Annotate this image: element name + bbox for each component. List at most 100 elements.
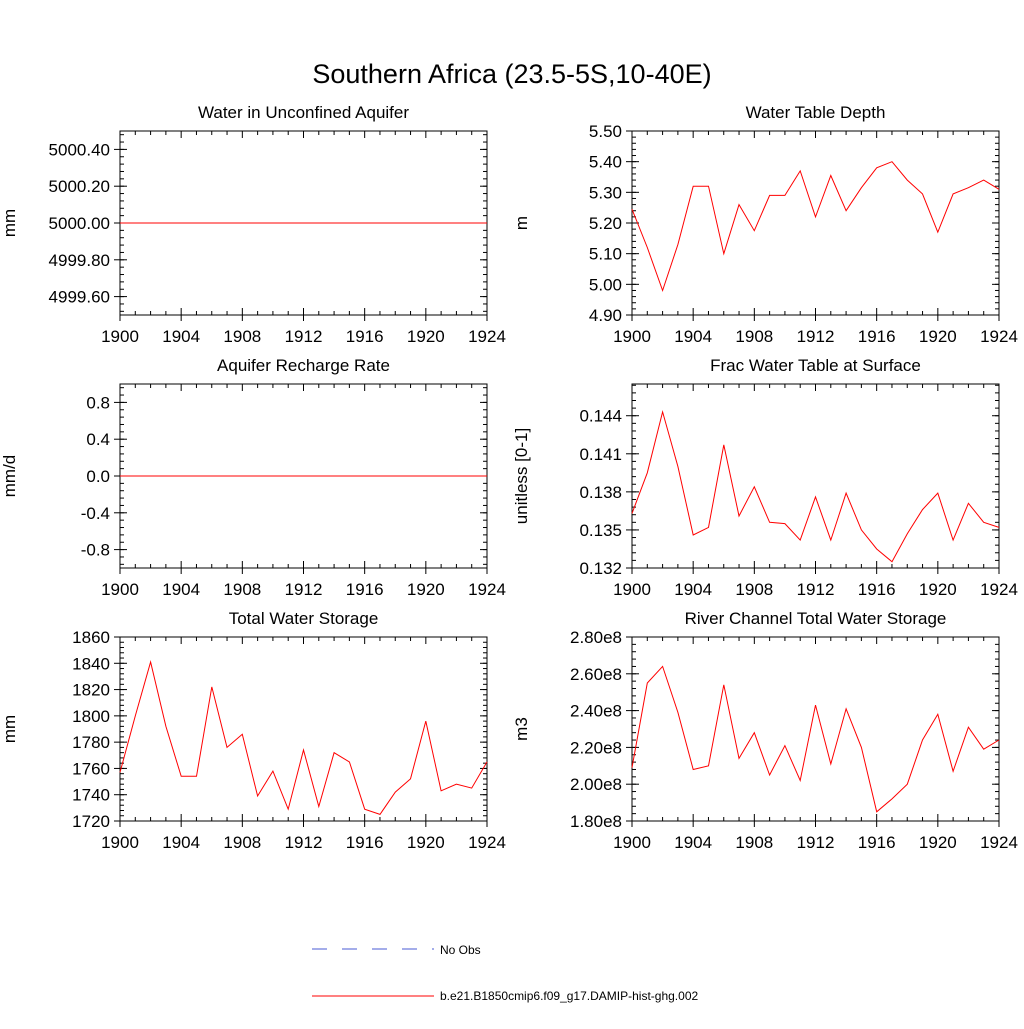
legend-label-no-obs: No Obs xyxy=(440,943,481,957)
x-tick-label: 1916 xyxy=(858,327,896,346)
y-tick-label: 2.20e8 xyxy=(570,738,622,757)
x-tick-label: 1924 xyxy=(468,580,506,599)
y-tick-label: 0.141 xyxy=(579,445,622,464)
panel-title: Water in Unconfined Aquifer xyxy=(198,103,409,122)
x-tick-label: 1900 xyxy=(101,833,139,852)
x-tick-label: 1920 xyxy=(919,580,957,599)
x-tick-label: 1916 xyxy=(858,580,896,599)
y-tick-label: 5000.00 xyxy=(49,214,110,233)
y-tick-label: 2.80e8 xyxy=(570,628,622,647)
x-tick-label: 1924 xyxy=(468,327,506,346)
y-tick-label: 5.40 xyxy=(589,153,622,172)
legend: No Obs b.e21.B1850cmip6.f09_g17.DAMIP-hi… xyxy=(312,943,698,1003)
y-tick-label: 5.10 xyxy=(589,245,622,264)
y-axis-label: m xyxy=(512,216,531,230)
x-tick-label: 1908 xyxy=(735,580,773,599)
y-tick-label: 5000.20 xyxy=(49,177,110,196)
x-tick-label: 1912 xyxy=(797,580,835,599)
y-tick-label: 5.50 xyxy=(589,122,622,141)
y-tick-label: 5.20 xyxy=(589,214,622,233)
x-tick-label: 1900 xyxy=(101,327,139,346)
y-tick-label: 4999.80 xyxy=(49,251,110,270)
y-tick-label: 2.00e8 xyxy=(570,775,622,794)
panel-title: Total Water Storage xyxy=(229,609,379,628)
y-tick-label: 2.40e8 xyxy=(570,702,622,721)
panel-title: Frac Water Table at Surface xyxy=(710,356,921,375)
y-tick-label: 5.00 xyxy=(589,275,622,294)
x-tick-label: 1912 xyxy=(797,327,835,346)
x-tick-label: 1908 xyxy=(223,327,261,346)
y-tick-label: 4999.60 xyxy=(49,288,110,307)
y-tick-label: 1820 xyxy=(72,681,110,700)
x-tick-label: 1908 xyxy=(735,833,773,852)
x-tick-label: 1916 xyxy=(346,327,384,346)
x-tick-label: 1908 xyxy=(735,327,773,346)
x-tick-label: 1912 xyxy=(797,833,835,852)
x-tick-label: 1904 xyxy=(162,580,200,599)
x-tick-label: 1904 xyxy=(162,833,200,852)
x-tick-label: 1900 xyxy=(613,580,651,599)
y-tick-label: 5000.40 xyxy=(49,140,110,159)
plot-frame xyxy=(119,636,488,822)
y-tick-label: -0.8 xyxy=(81,541,110,560)
x-tick-label: 1924 xyxy=(980,327,1018,346)
x-tick-label: 1916 xyxy=(346,833,384,852)
y-tick-label: 1740 xyxy=(72,786,110,805)
series-line-1 xyxy=(631,409,1000,563)
x-tick-label: 1920 xyxy=(407,580,445,599)
plot-frame xyxy=(631,383,1000,569)
x-tick-label: 1908 xyxy=(223,580,261,599)
x-tick-label: 1912 xyxy=(285,580,323,599)
y-tick-label: 5.30 xyxy=(589,183,622,202)
x-tick-label: 1904 xyxy=(674,833,712,852)
x-tick-label: 1900 xyxy=(613,327,651,346)
y-tick-label: 1.80e8 xyxy=(570,812,622,831)
chart-panel-2: 4.90 5.00 5.10 5.20 5.30 5.40 5.50 1900 1904 1908… xyxy=(512,103,1018,346)
x-tick-label: 1920 xyxy=(407,833,445,852)
panel-title: Water Table Depth xyxy=(746,103,886,122)
x-tick-label: 1908 xyxy=(223,833,261,852)
y-tick-label: 0.4 xyxy=(86,430,110,449)
series-line-1 xyxy=(631,665,1000,813)
chart-panel-1: 4999.60 4999.80 5000.00 5000.20 5000.40 1900 1… xyxy=(0,103,506,346)
y-tick-label: -0.4 xyxy=(81,504,110,523)
x-tick-label: 1904 xyxy=(674,327,712,346)
figure-title: Southern Africa (23.5-5S,10-40E) xyxy=(312,59,711,89)
plot-frame xyxy=(631,130,1000,316)
y-tick-label: 0.0 xyxy=(86,467,110,486)
y-tick-label: 1780 xyxy=(72,733,110,752)
y-tick-label: 1860 xyxy=(72,628,110,647)
x-tick-label: 1924 xyxy=(980,580,1018,599)
x-tick-label: 1920 xyxy=(919,327,957,346)
x-tick-label: 1920 xyxy=(407,327,445,346)
y-tick-label: 1760 xyxy=(72,759,110,778)
panel-title: River Channel Total Water Storage xyxy=(685,609,947,628)
chart-panel-6: 1.80e8 2.00e8 2.20e8 2.40e8 2.60e8 2.80e8 1900… xyxy=(512,609,1018,852)
series-line-1 xyxy=(119,660,488,815)
y-tick-label: 1720 xyxy=(72,812,110,831)
series-line-1 xyxy=(631,161,1000,293)
y-tick-label: 0.138 xyxy=(579,483,622,502)
x-tick-label: 1924 xyxy=(468,833,506,852)
panel-title: Aquifer Recharge Rate xyxy=(217,356,390,375)
x-tick-label: 1912 xyxy=(285,833,323,852)
y-axis-label: mm xyxy=(0,209,19,237)
plot-frame xyxy=(631,636,1000,822)
y-axis-label: mm/d xyxy=(0,455,19,498)
y-axis-label: m3 xyxy=(512,717,531,741)
x-tick-label: 1904 xyxy=(162,327,200,346)
y-axis-label: unitless [0-1] xyxy=(512,428,531,524)
y-tick-label: 1800 xyxy=(72,707,110,726)
y-tick-label: 0.132 xyxy=(579,559,622,578)
chart-panel-3: -0.8 -0.4 0.0 0.4 0.8 1900 1904 1908 1912 1916 192… xyxy=(0,356,506,599)
x-tick-label: 1912 xyxy=(285,327,323,346)
y-tick-label: 0.135 xyxy=(579,521,622,540)
y-tick-label: 4.90 xyxy=(589,306,622,325)
x-tick-label: 1916 xyxy=(346,580,384,599)
x-tick-label: 1916 xyxy=(858,833,896,852)
y-tick-label: 2.60e8 xyxy=(570,665,622,684)
y-tick-label: 0.8 xyxy=(86,393,110,412)
x-tick-label: 1900 xyxy=(613,833,651,852)
